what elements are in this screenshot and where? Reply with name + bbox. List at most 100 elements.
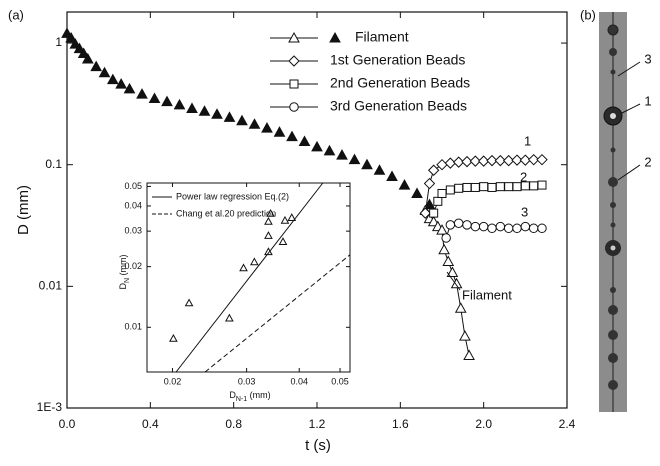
marker [361,158,373,170]
panel-label: (b) [580,7,596,22]
marker [386,170,398,181]
marker [436,158,448,171]
bead-label: 1 [644,93,651,108]
marker [427,215,440,227]
marker [463,349,475,361]
x-tick-label: 0.02 [164,376,182,386]
marker [429,208,439,218]
marker [536,153,548,166]
marker [148,92,161,104]
marker [433,196,443,206]
marker [519,154,532,166]
marker [198,105,211,116]
marker [348,153,361,165]
marker [502,154,515,167]
marker [336,149,348,160]
legend-label: Power law regression Eq.(2) [176,191,289,201]
marker [436,224,448,235]
marker [236,114,248,126]
marker [223,111,236,122]
annotation: 1 [524,133,531,148]
y-tick-label: 0.03 [124,226,142,236]
inset-frame [146,182,351,373]
marker [454,183,464,193]
marker [250,257,259,266]
marker [65,31,78,43]
photo-strip [599,12,641,412]
y-axis-label: D (mm) [15,185,32,235]
marker [286,130,298,142]
marker [479,182,489,192]
marker [512,223,522,234]
x-axis-label: DN-1 (mm) [229,390,270,402]
marker [527,153,540,166]
marker [427,164,440,176]
bead-label: 3 [644,51,651,66]
marker [90,60,103,72]
marker [225,313,234,322]
legend-label: 2nd Generation Beads [330,75,470,91]
label-part: N [124,278,131,283]
series-line [424,210,470,356]
x-tick-label: 2.4 [559,417,576,431]
marker [115,78,128,89]
x-tick-label: 0.0 [59,417,76,431]
annotation-line [446,271,461,291]
label-part: (mm) [247,390,271,400]
y-tick-label: 0.02 [124,261,142,271]
marker [528,223,539,234]
marker [373,164,386,175]
legend-marker [288,55,300,67]
marker [186,102,198,113]
legend-label: Filament [355,29,409,45]
label-part: D [118,283,128,290]
marker [469,155,482,167]
marker [298,135,311,147]
x-tick-label: 1.2 [309,417,326,431]
legend-marker [289,79,299,89]
marker [437,188,447,198]
marker [487,223,497,234]
marker [106,73,119,85]
marker [504,182,514,192]
marker [450,277,463,289]
marker [311,140,323,152]
marker [529,181,539,191]
marker [446,266,459,277]
x-tick-label: 0.05 [331,376,349,386]
x-axis-label: t (s) [305,437,331,454]
marker [261,122,273,133]
marker [169,333,178,342]
marker [161,95,173,107]
marker [487,182,497,192]
marker [264,231,273,239]
y-tick-label: 0.05 [124,181,142,191]
marker [287,213,297,221]
x-tick-label: 1.6 [392,417,409,431]
marker [442,255,455,267]
panel-label: (a) [8,7,24,22]
x-tick-label: 0.8 [225,417,242,431]
marker [445,220,456,230]
marker [470,182,480,192]
marker [323,144,336,156]
x-tick-label: 2.0 [475,417,492,431]
marker [477,155,490,167]
y-tick-label: 0.04 [124,200,142,210]
marker [423,177,436,190]
marker [459,330,471,341]
marker [445,185,455,195]
marker [441,233,451,243]
series-line [175,182,324,373]
marker [73,42,86,54]
marker [81,52,94,64]
series-line [204,254,351,373]
marker [454,302,467,313]
marker [520,221,531,232]
marker [452,156,465,168]
marker [98,66,111,78]
marker [495,182,505,192]
legend-label: 1st Generation Beads [330,52,465,68]
legend-marker [288,31,300,43]
